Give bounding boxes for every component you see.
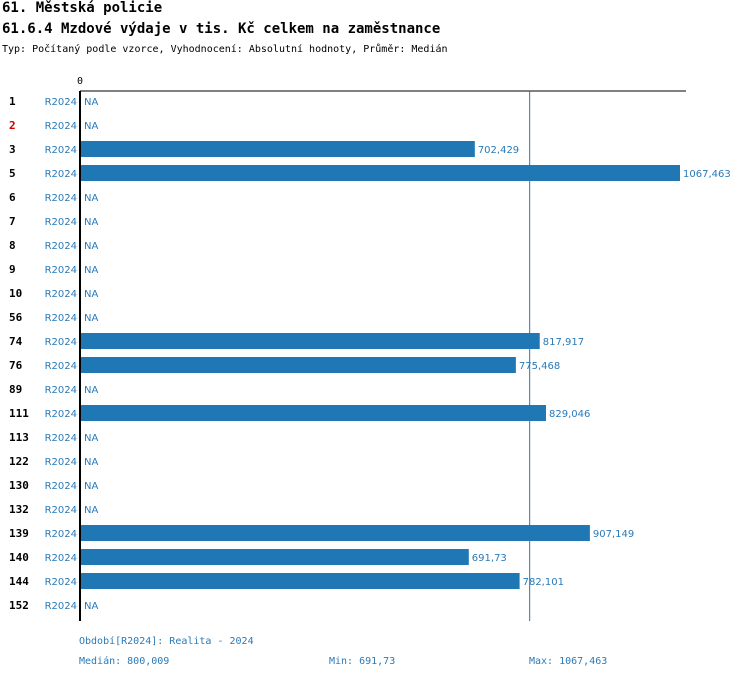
bar-value-label: 829,046 — [549, 409, 590, 420]
row-period-label: R2024 — [45, 337, 77, 348]
na-label: NA — [84, 289, 98, 300]
row-period-label: R2024 — [45, 361, 77, 372]
na-label: NA — [84, 217, 98, 228]
row-period-label: R2024 — [45, 169, 77, 180]
row-id-label: 56 — [9, 311, 23, 324]
na-label: NA — [84, 457, 98, 468]
row-id-label: 8 — [9, 239, 16, 252]
footer-min: Min: 691,73 — [329, 656, 396, 667]
bar-value-label: 691,73 — [472, 553, 507, 564]
bar — [80, 549, 469, 565]
row-period-label: R2024 — [45, 313, 77, 324]
na-label: NA — [84, 433, 98, 444]
row-period-label: R2024 — [45, 505, 77, 516]
bar — [80, 573, 520, 589]
row-id-label: 130 — [9, 479, 29, 492]
bar-value-label: 907,149 — [593, 529, 634, 540]
row-period-label: R2024 — [45, 265, 77, 276]
na-label: NA — [84, 241, 98, 252]
row-id-label: 139 — [9, 527, 29, 540]
row-period-label: R2024 — [45, 529, 77, 540]
row-id-label: 9 — [9, 263, 16, 276]
row-id-label: 74 — [9, 335, 23, 348]
bar — [80, 405, 546, 421]
row-id-label: 113 — [9, 431, 29, 444]
bar — [80, 141, 475, 157]
bar — [80, 357, 516, 373]
row-period-label: R2024 — [45, 289, 77, 300]
bar — [80, 333, 540, 349]
row-period-label: R2024 — [45, 553, 77, 564]
row-period-label: R2024 — [45, 481, 77, 492]
row-id-label: 132 — [9, 503, 29, 516]
row-id-label: 89 — [9, 383, 22, 396]
row-id-label: 1 — [9, 95, 16, 108]
bar — [80, 525, 590, 541]
footer-median: Medián: 800,009 — [79, 656, 170, 667]
footer-max: Max: 1067,463 — [529, 656, 608, 667]
na-label: NA — [84, 385, 98, 396]
row-period-label: R2024 — [45, 241, 77, 252]
row-id-label: 7 — [9, 215, 16, 228]
row-period-label: R2024 — [45, 433, 77, 444]
row-period-label: R2024 — [45, 121, 77, 132]
bar-value-label: 782,101 — [523, 577, 564, 588]
row-period-label: R2024 — [45, 577, 77, 588]
row-id-label: 10 — [9, 287, 22, 300]
bar-value-label: 702,429 — [478, 145, 519, 156]
na-label: NA — [84, 505, 98, 516]
row-period-label: R2024 — [45, 193, 77, 204]
row-period-label: R2024 — [45, 385, 77, 396]
bar-value-label: 1067,463 — [683, 169, 731, 180]
na-label: NA — [84, 313, 98, 324]
bar — [80, 165, 680, 181]
footer-period: Období[R2024]: Realita - 2024 — [79, 636, 254, 647]
na-label: NA — [84, 265, 98, 276]
na-label: NA — [84, 601, 98, 612]
chart-description: Typ: Počítaný podle vzorce, Vyhodnocení:… — [2, 44, 448, 55]
row-id-label: 3 — [9, 143, 16, 156]
row-id-label: 5 — [9, 167, 16, 180]
page-title: 61. Městská policie — [2, 0, 163, 16]
row-id-label: 76 — [9, 359, 23, 372]
row-id-label: 111 — [9, 407, 29, 420]
na-label: NA — [84, 121, 98, 132]
x-axis-zero-label: 0 — [77, 76, 83, 87]
row-id-label: 6 — [9, 191, 16, 204]
na-label: NA — [84, 481, 98, 492]
row-period-label: R2024 — [45, 409, 77, 420]
na-label: NA — [84, 97, 98, 108]
row-period-label: R2024 — [45, 457, 77, 468]
row-id-label: 122 — [9, 455, 29, 468]
row-period-label: R2024 — [45, 601, 77, 612]
row-id-label: 2 — [9, 119, 16, 132]
row-period-label: R2024 — [45, 145, 77, 156]
row-id-label: 144 — [9, 575, 29, 588]
row-id-label: 140 — [9, 551, 29, 564]
row-period-label: R2024 — [45, 217, 77, 228]
chart-title: 61.6.4 Mzdové výdaje v tis. Kč celkem na… — [2, 21, 441, 37]
na-label: NA — [84, 193, 98, 204]
bar-value-label: 775,468 — [519, 361, 560, 372]
bar-value-label: 817,917 — [543, 337, 584, 348]
row-period-label: R2024 — [45, 97, 77, 108]
row-id-label: 152 — [9, 599, 29, 612]
